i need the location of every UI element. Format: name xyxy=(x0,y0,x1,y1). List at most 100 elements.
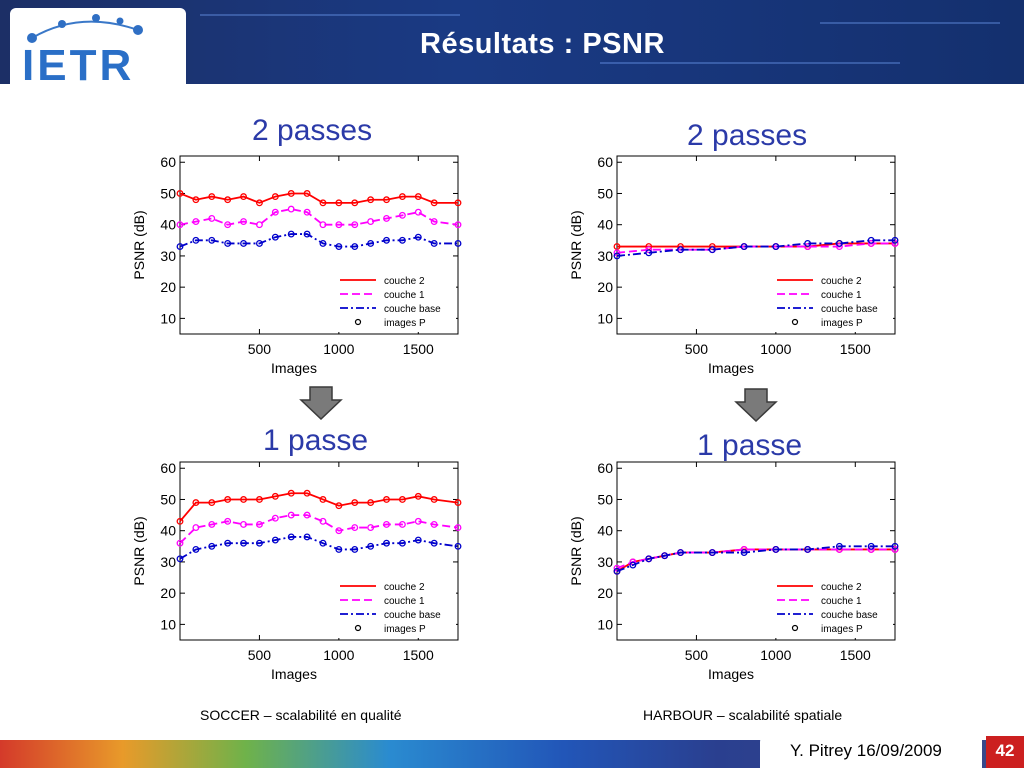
point-marker xyxy=(240,496,247,503)
point-marker xyxy=(351,199,359,207)
point-marker xyxy=(891,236,899,244)
point-marker xyxy=(255,199,263,207)
point-marker xyxy=(430,199,438,207)
legend-label: couche 1 xyxy=(821,290,862,301)
y-tick-label: 10 xyxy=(597,310,613,326)
legend-label: couche 2 xyxy=(821,276,862,287)
y-axis-label: PSNR (dB) xyxy=(568,210,584,279)
down-arrow-icon xyxy=(734,388,778,422)
legend-label: images P xyxy=(384,318,426,329)
pass-label-bottom-right: 1 passe xyxy=(697,429,803,462)
y-tick-label: 40 xyxy=(160,523,176,539)
x-tick-label: 1000 xyxy=(760,341,791,357)
point-marker xyxy=(804,239,812,247)
point-marker xyxy=(383,539,390,547)
point-marker xyxy=(367,499,375,507)
point-marker xyxy=(224,221,232,229)
legend-label: couche 2 xyxy=(384,582,425,593)
point-marker xyxy=(383,196,390,204)
caption-harbour: HARBOUR – scalabilité spatiale xyxy=(643,707,843,723)
point-marker xyxy=(867,239,875,247)
logo-text: IETR xyxy=(22,41,134,84)
y-tick-label: 30 xyxy=(597,248,613,264)
point-marker xyxy=(208,215,216,222)
y-tick-label: 50 xyxy=(160,185,176,201)
point-marker xyxy=(351,545,359,553)
x-tick-label: 1000 xyxy=(323,341,354,357)
x-axis-label: Images xyxy=(708,666,754,682)
point-marker xyxy=(224,496,232,503)
x-tick-label: 500 xyxy=(685,341,709,357)
point-marker xyxy=(891,545,899,553)
point-marker xyxy=(367,239,375,247)
point-marker xyxy=(240,218,247,226)
point-marker xyxy=(645,249,653,257)
y-tick-label: 20 xyxy=(160,585,176,601)
legend-label: couche base xyxy=(821,304,878,315)
point-marker xyxy=(613,567,621,575)
point-marker xyxy=(287,489,295,497)
legend-label: couche 2 xyxy=(384,276,425,287)
y-axis-label: PSNR (dB) xyxy=(131,210,147,279)
series-line-couche-1 xyxy=(179,208,459,226)
point-marker xyxy=(454,542,462,550)
y-tick-label: 50 xyxy=(160,491,176,507)
point-marker xyxy=(629,561,637,569)
point-marker xyxy=(176,517,184,525)
point-marker xyxy=(271,536,279,544)
point-marker xyxy=(224,517,232,525)
y-tick-label: 20 xyxy=(597,585,613,601)
point-marker xyxy=(708,549,716,557)
point-marker xyxy=(192,499,200,507)
y-tick-label: 60 xyxy=(160,154,176,170)
legend-label: couche base xyxy=(384,610,441,621)
point-marker xyxy=(867,236,875,244)
point-marker xyxy=(740,549,748,557)
point-marker xyxy=(208,521,216,528)
point-marker xyxy=(398,521,406,528)
x-tick-label: 1500 xyxy=(840,341,871,357)
point-marker xyxy=(804,545,812,553)
chart-soccer-2-passes: 10 20 30 40 50 60 500 1000 1500 Images PSNR (dB) co… xyxy=(131,154,462,376)
point-marker xyxy=(454,524,462,532)
point-marker xyxy=(176,243,184,251)
point-marker xyxy=(398,496,406,503)
pass-label-top-left: 2 passes xyxy=(252,114,373,147)
point-marker xyxy=(454,221,462,229)
point-marker xyxy=(240,539,247,547)
y-axis-label: PSNR (dB) xyxy=(568,516,584,585)
legend-label: couche 1 xyxy=(821,596,862,607)
point-marker xyxy=(454,499,462,507)
y-tick-label: 20 xyxy=(597,279,613,295)
point-marker xyxy=(287,533,295,541)
point-marker xyxy=(271,208,279,216)
point-marker xyxy=(303,533,311,541)
point-marker xyxy=(335,502,343,510)
point-marker xyxy=(240,521,247,528)
point-marker xyxy=(414,233,422,241)
point-marker xyxy=(645,555,653,563)
x-tick-label: 500 xyxy=(685,647,709,663)
point-marker xyxy=(255,539,263,547)
point-marker xyxy=(303,511,311,519)
point-marker xyxy=(224,539,232,547)
point-marker xyxy=(414,517,422,525)
x-axis-label: Images xyxy=(271,666,317,682)
point-marker xyxy=(677,246,684,254)
y-tick-label: 30 xyxy=(160,554,176,570)
point-marker xyxy=(287,230,295,238)
legend-label: images P xyxy=(821,624,863,635)
point-marker xyxy=(613,252,621,260)
point-marker xyxy=(255,521,263,528)
point-marker xyxy=(398,211,406,219)
point-marker xyxy=(176,221,184,229)
point-marker xyxy=(367,218,375,226)
point-marker xyxy=(208,236,216,244)
x-tick-label: 500 xyxy=(248,647,272,663)
y-tick-label: 60 xyxy=(597,154,613,170)
point-marker xyxy=(271,492,279,500)
point-marker xyxy=(287,190,295,197)
point-marker xyxy=(414,193,422,201)
point-marker xyxy=(192,524,200,532)
point-marker xyxy=(224,239,232,247)
